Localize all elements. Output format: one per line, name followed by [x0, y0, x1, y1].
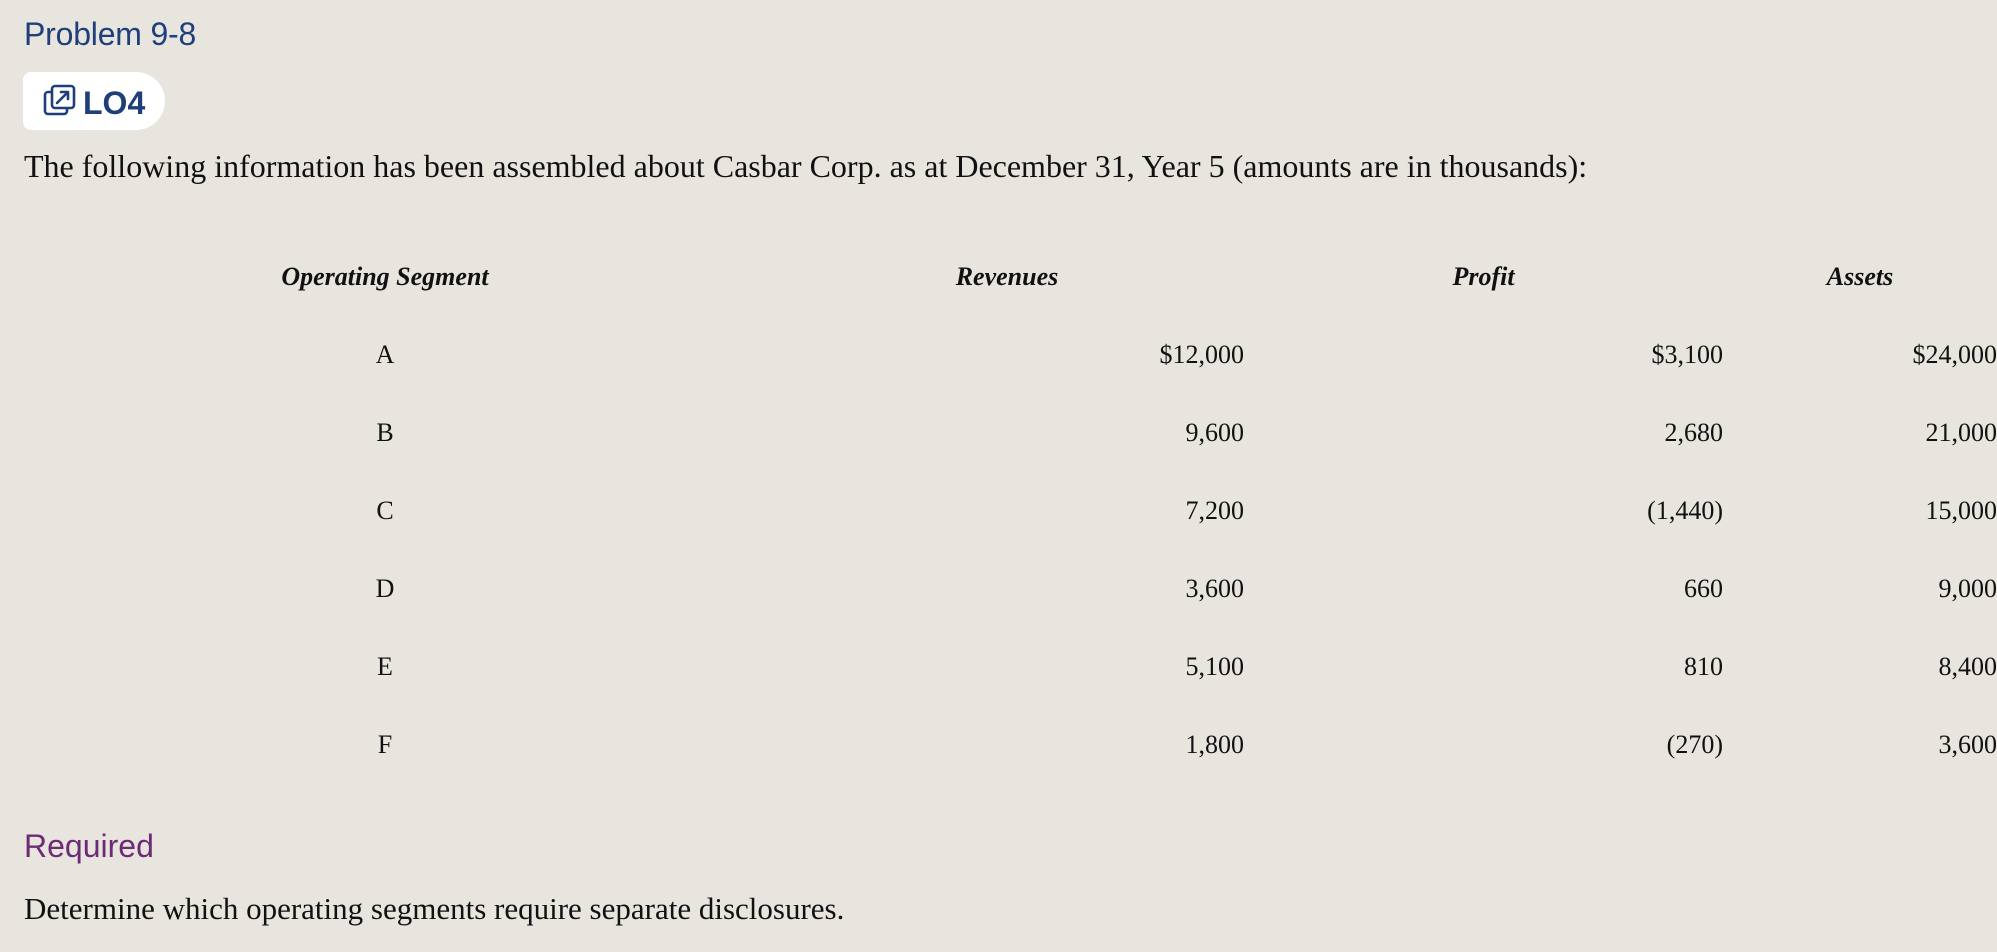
table-row: C 7,200 (1,440) 15,000: [0, 472, 1997, 550]
header-revenues: Revenues: [955, 262, 1059, 291]
profit-cell: 2,680: [1664, 418, 1724, 447]
header-profit: Profit: [1452, 262, 1515, 291]
revenues-cell: $12,000: [1159, 340, 1245, 369]
learning-objective-badge[interactable]: LO4: [23, 72, 166, 130]
assets-cell: $24,000: [1912, 340, 1997, 369]
header-operating-segment: Operating Segment: [281, 262, 489, 291]
segment-cell: E: [377, 652, 393, 681]
learning-objective-label: LO4: [83, 85, 146, 121]
segment-cell: F: [377, 730, 393, 759]
intro-text: The following information has been assem…: [24, 148, 1588, 184]
profit-cell: 660: [1684, 574, 1723, 603]
header-assets: Assets: [1826, 262, 1894, 291]
table-row: A $12,000 $3,100 $24,000: [0, 316, 1997, 394]
assets-cell: 8,400: [1938, 652, 1997, 681]
required-heading: Required: [24, 828, 154, 864]
profit-cell: (270): [1666, 730, 1723, 759]
required-text: Determine which operating segments requi…: [24, 891, 845, 926]
profit-cell: $3,100: [1651, 340, 1724, 369]
segment-cell: B: [376, 418, 394, 447]
table-row: B 9,600 2,680 21,000: [0, 394, 1997, 472]
revenues-cell: 1,800: [1185, 730, 1245, 759]
external-link-icon: [43, 84, 77, 118]
problem-title: Problem 9-8: [24, 16, 197, 52]
segment-cell: C: [376, 496, 394, 525]
table-row: F 1,800 (270) 3,600: [0, 706, 1997, 784]
profit-cell: 810: [1684, 652, 1723, 681]
segment-cell: D: [375, 574, 395, 603]
revenues-cell: 5,100: [1185, 652, 1245, 681]
segment-table: Operating Segment Revenues Profit Assets…: [0, 238, 1997, 784]
segment-cell: A: [375, 340, 395, 369]
assets-cell: 21,000: [1925, 418, 1997, 447]
revenues-cell: 7,200: [1185, 496, 1245, 525]
profit-cell: (1,440): [1647, 496, 1723, 525]
table-row: E 5,100 810 8,400: [0, 628, 1997, 706]
assets-cell: 9,000: [1938, 574, 1997, 603]
revenues-cell: 3,600: [1185, 574, 1245, 603]
assets-cell: 3,600: [1938, 730, 1997, 759]
table-header-row: Operating Segment Revenues Profit Assets: [0, 238, 1997, 316]
revenues-cell: 9,600: [1185, 418, 1245, 447]
table-row: D 3,600 660 9,000: [0, 550, 1997, 628]
assets-cell: 15,000: [1925, 496, 1997, 525]
